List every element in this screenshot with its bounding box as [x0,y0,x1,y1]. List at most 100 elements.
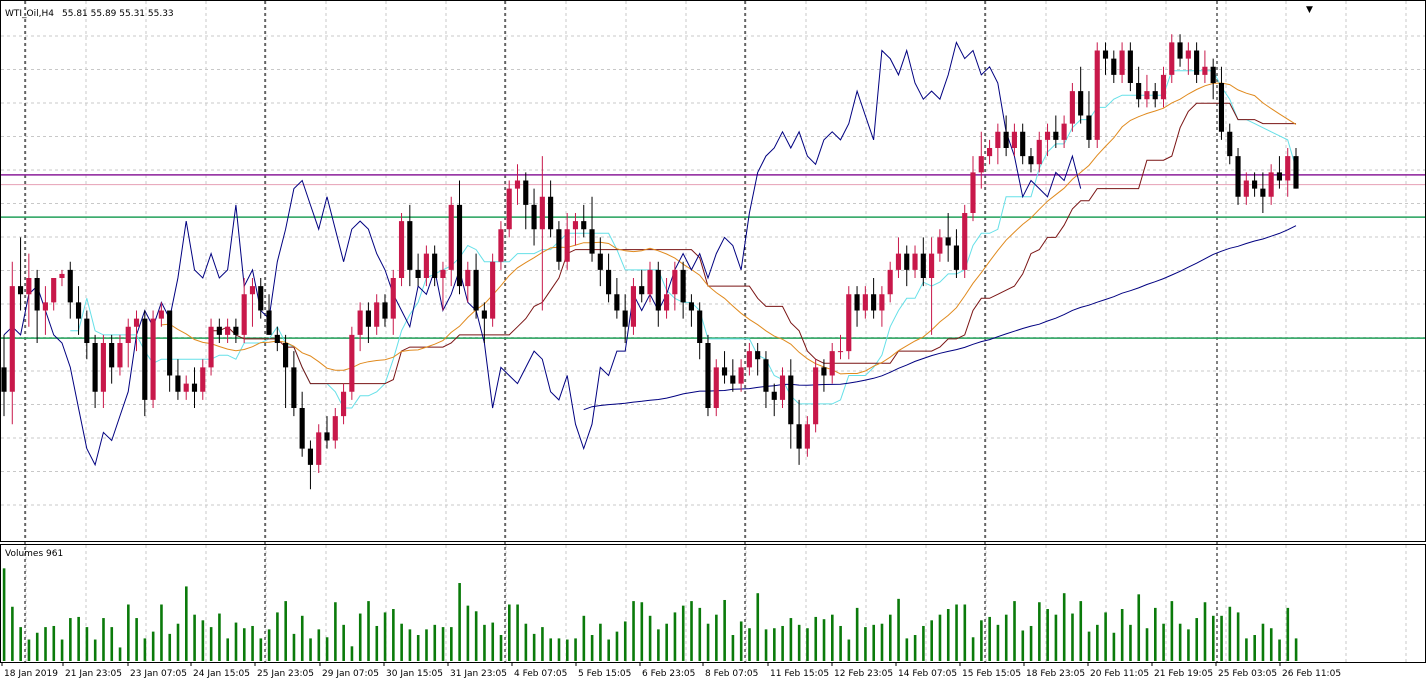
volume-bar [317,629,321,661]
volume-bar [971,637,975,661]
candle [324,416,330,449]
candle-body [813,367,819,425]
candle-body [1,367,7,392]
candle-body [755,351,761,360]
candle [1235,148,1241,205]
volume-bar [185,586,188,661]
volume-bar [416,635,420,661]
candle-body [821,367,827,376]
x-tick-label: 18 Feb 23:05 [1026,669,1085,679]
candle-body [1276,172,1283,181]
candle [953,229,960,278]
candle-body [1194,50,1200,75]
candle-body [109,343,115,368]
candle [291,351,297,417]
candle [796,399,802,465]
volume-bar [60,639,64,661]
candle-body [986,148,993,157]
candle [125,318,131,368]
candle [912,245,918,278]
volume-bar [847,639,851,661]
candle-body [490,261,496,319]
candle-body [1078,91,1084,116]
chikou-span-line [3,40,1082,467]
price-grid [1,1,1425,541]
volume-bar [1294,638,1298,661]
volume-bar [1154,607,1157,661]
volume-bar [615,631,619,661]
volume-title: Volumes 961 [5,549,63,559]
volume-bar [913,635,917,661]
volume-bar [938,614,942,661]
candle [67,261,73,319]
candle-body [1111,58,1117,75]
candle-body [84,318,90,343]
candle-body [548,196,554,230]
candle [1061,115,1067,148]
candle-body [1177,42,1183,59]
ohlc-readout: 55.81 55.89 55.31 55.33 [62,9,174,19]
candle-body [473,269,479,311]
candle [523,172,529,230]
candle-body [887,269,893,295]
close-chart-icon[interactable]: ▼ [1306,5,1313,15]
candle [117,334,123,376]
volume-bar [814,616,818,661]
candle [109,334,115,384]
candle [241,278,247,343]
candle [1,334,7,417]
volume-bar [52,625,56,661]
x-tick-label: 29 Jan 07:05 [322,669,379,679]
candle [307,440,314,490]
volume-bar [922,625,925,661]
candle-body [953,245,960,270]
candle-body [216,326,222,335]
volume-bar [193,614,196,661]
candle [1069,83,1075,132]
candle [1144,74,1150,108]
candle-body [17,286,24,295]
candle [59,269,65,287]
volume-bar [441,627,445,661]
candle [1111,50,1117,83]
candle-body [415,269,421,278]
candle [374,294,380,335]
volume-bar [226,638,230,661]
candle-body [763,359,769,392]
volume-bar [176,623,180,661]
candle [481,302,487,343]
x-tick-label: 18 Jan 2019 [4,669,58,679]
candle-body [481,310,487,319]
candle-body [564,229,570,262]
candle [84,310,90,360]
volume-bar [789,618,793,661]
x-tick-label: 12 Feb 23:05 [834,669,893,679]
candle-body [283,343,289,368]
candle [962,204,968,278]
candle-body [581,221,587,230]
volume-bar [135,618,138,661]
candle [995,123,1001,165]
volume-bar [234,622,238,661]
volume-bar [1253,635,1256,661]
volume-bar [127,604,130,661]
candle-body [506,188,512,230]
volume-bar [1096,624,1099,661]
candle [1268,164,1274,205]
candle-body [1243,180,1249,197]
volume-bar [292,633,296,661]
candle [1160,66,1167,108]
candle-body [1069,91,1075,124]
candle [34,269,40,343]
volume-bar [259,638,263,661]
candle-body [34,278,40,311]
candle-body [266,310,272,335]
candle [1194,42,1200,83]
candle [622,294,628,343]
candle [606,253,612,303]
candle [283,334,289,408]
volume-bar [358,613,362,661]
volume-bar [1261,623,1265,661]
volume-bar [640,602,644,661]
candle [274,326,280,352]
